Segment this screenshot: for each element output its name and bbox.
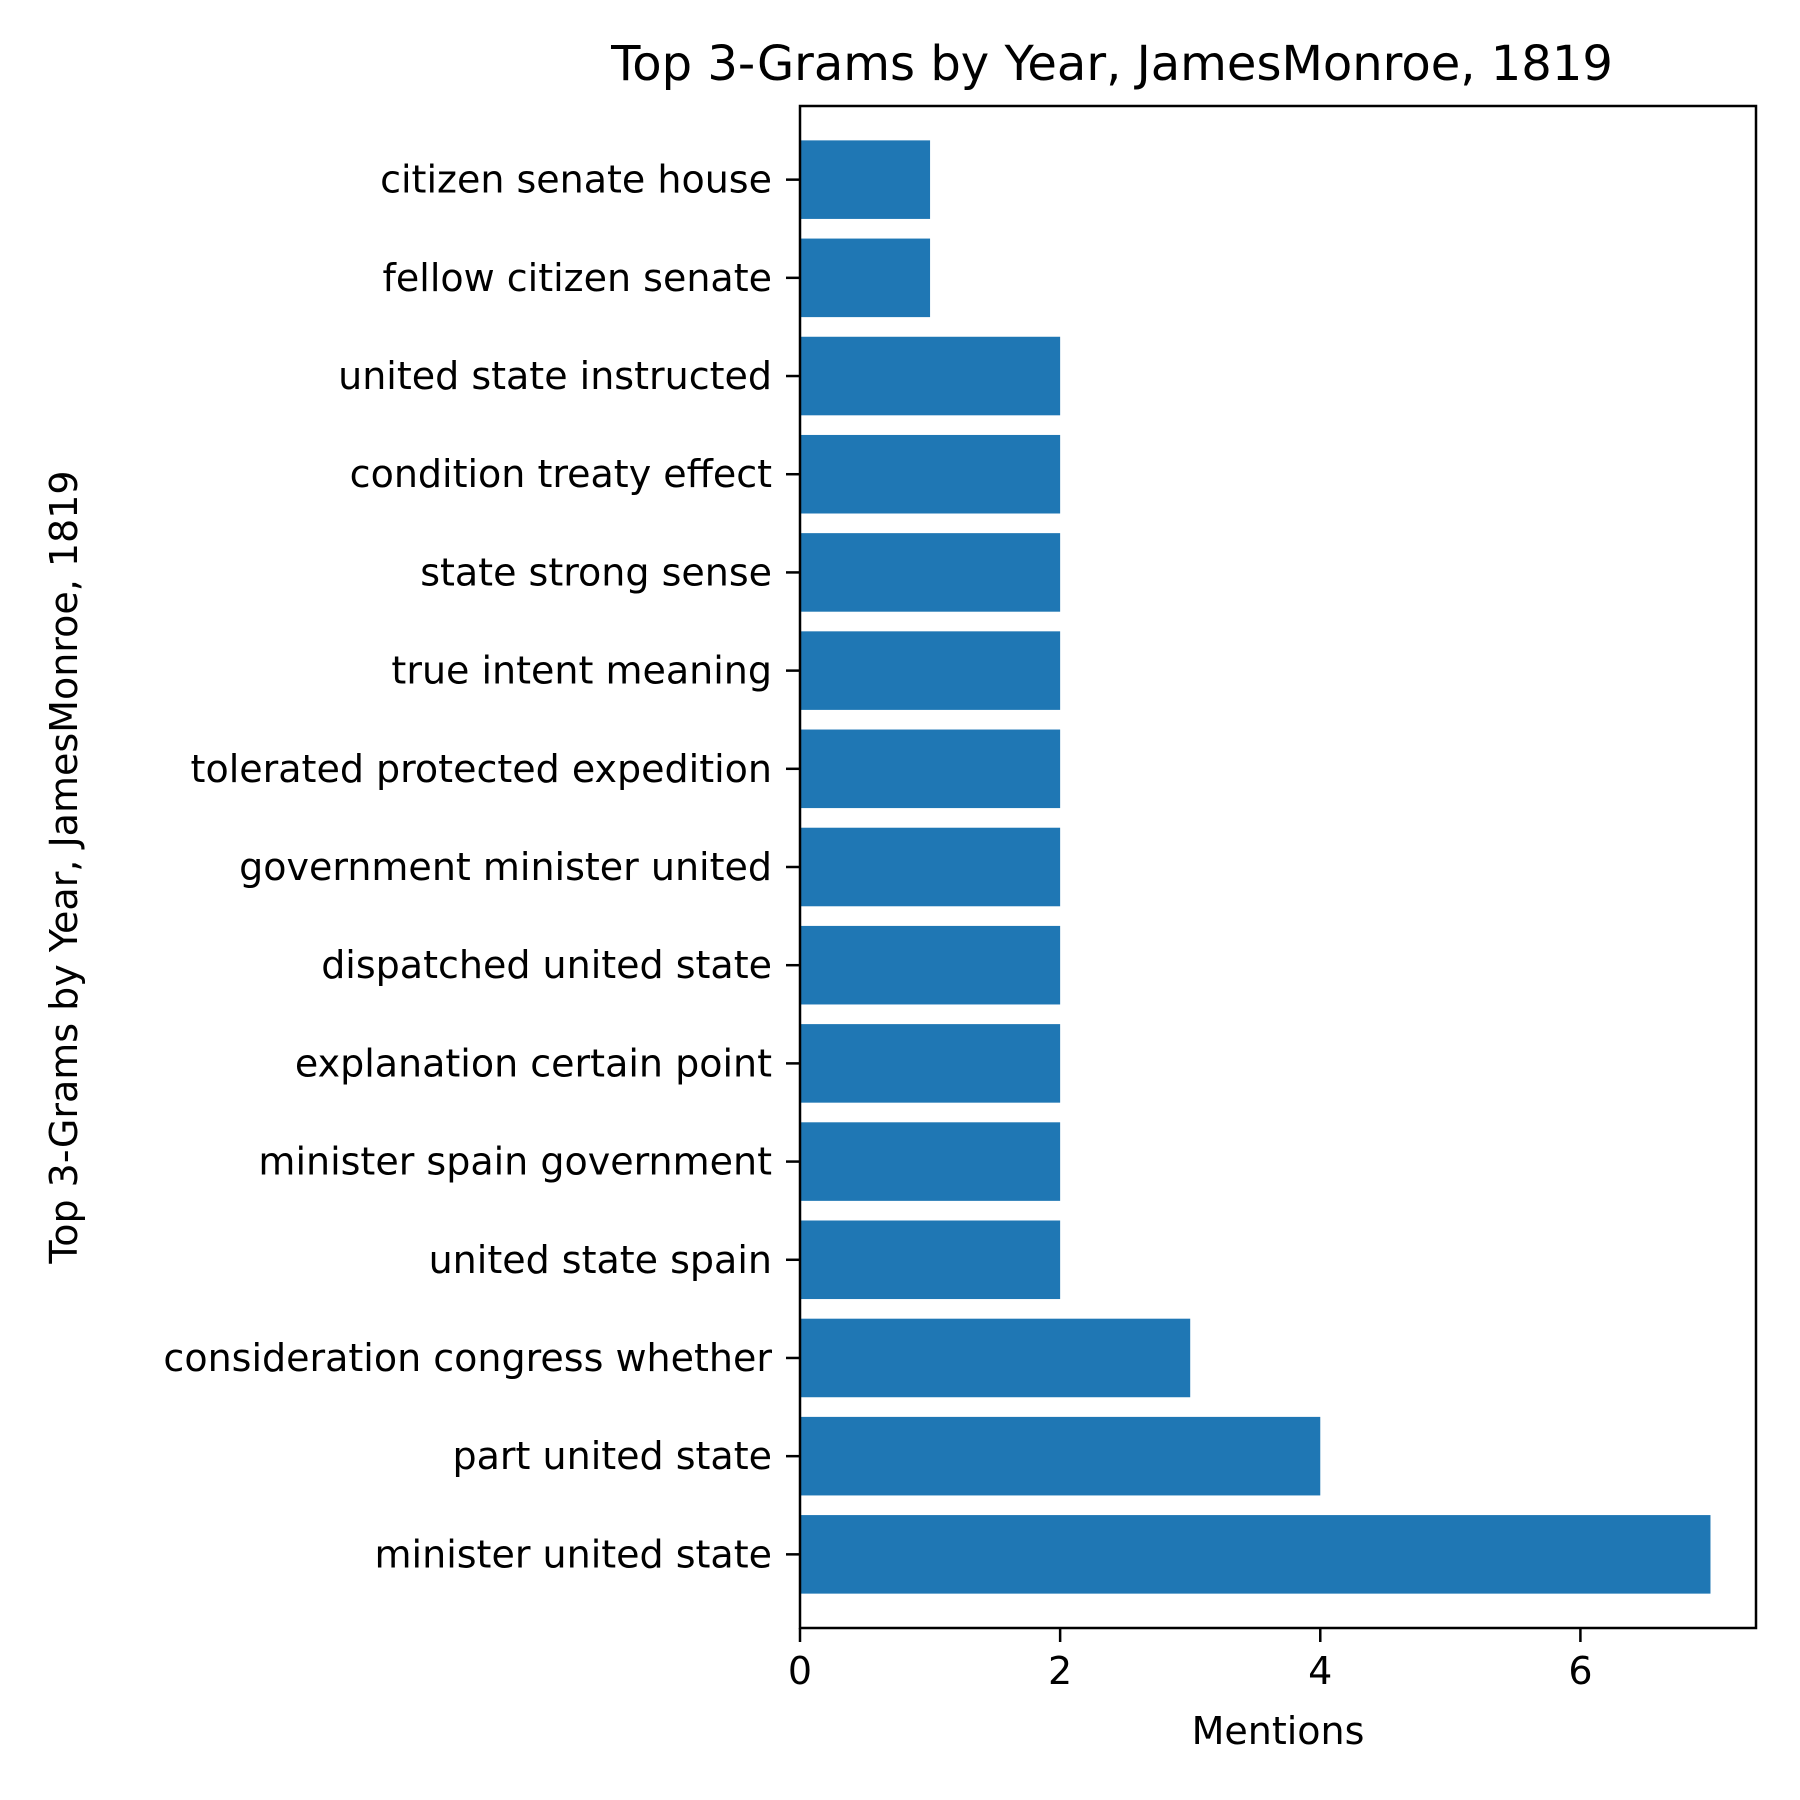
x-axis-label: Mentions	[1192, 1709, 1365, 1753]
x-tick-label: 4	[1308, 1649, 1332, 1693]
bar-united-state-instructed	[800, 336, 1061, 416]
bar-united-state-spain	[800, 1220, 1061, 1300]
y-tick-label: government minister united	[239, 845, 772, 889]
bar-part-united-state	[800, 1416, 1321, 1496]
y-tick-label: part united state	[453, 1434, 772, 1478]
bar-consideration-congress-whether	[800, 1318, 1191, 1398]
bar-state-strong-sense	[800, 533, 1061, 612]
y-tick-label: condition treaty effect	[350, 452, 772, 496]
bar-explanation-certain-point	[800, 1024, 1061, 1103]
y-tick-label: united state instructed	[338, 354, 772, 398]
x-tick-label: 0	[788, 1649, 812, 1693]
y-tick-label: minister united state	[375, 1532, 772, 1576]
y-tick-label: fellow citizen senate	[383, 256, 773, 300]
x-tick-label: 2	[1048, 1649, 1072, 1693]
bar-citizen-senate-house	[800, 140, 931, 219]
y-tick-label: dispatched united state	[321, 943, 772, 987]
y-tick-label: explanation certain point	[295, 1041, 772, 1085]
plot-frame	[798, 104, 1758, 1630]
chart-title: Top 3-Grams by Year, JamesMonroe, 1819	[610, 36, 1613, 92]
bar-minister-united-state	[800, 1515, 1711, 1594]
bar-tolerated-protected-expedition	[800, 729, 1061, 809]
bar-true-intent-meaning	[800, 631, 1061, 710]
y-tick-label: minister spain government	[258, 1140, 772, 1184]
y-tick-label: state strong sense	[420, 550, 772, 594]
y-tick-label: citizen senate house	[380, 158, 772, 202]
y-tick-label: tolerated protected expedition	[191, 747, 772, 791]
y-tick-label: united state spain	[429, 1238, 772, 1282]
y-tick-label: true intent meaning	[391, 649, 772, 693]
x-tick-label: 6	[1568, 1649, 1592, 1693]
bar-fellow-citizen-senate	[800, 238, 931, 318]
bars-layer	[800, 140, 1711, 1594]
bar-government-minister-united	[800, 827, 1061, 907]
y-axis-label: Top 3-Grams by Year, JamesMonroe, 1819	[42, 470, 86, 1264]
bar-minister-spain-government	[800, 1122, 1061, 1201]
x-axis-ticks: 0 2 4 6	[788, 1628, 1593, 1693]
y-axis-ticks: minister united state part united state co…	[163, 158, 800, 1576]
bar-dispatched-united-state	[800, 925, 1061, 1005]
y-tick-label: consideration congress whether	[163, 1336, 772, 1380]
bar-condition-treaty-effect	[800, 434, 1061, 514]
